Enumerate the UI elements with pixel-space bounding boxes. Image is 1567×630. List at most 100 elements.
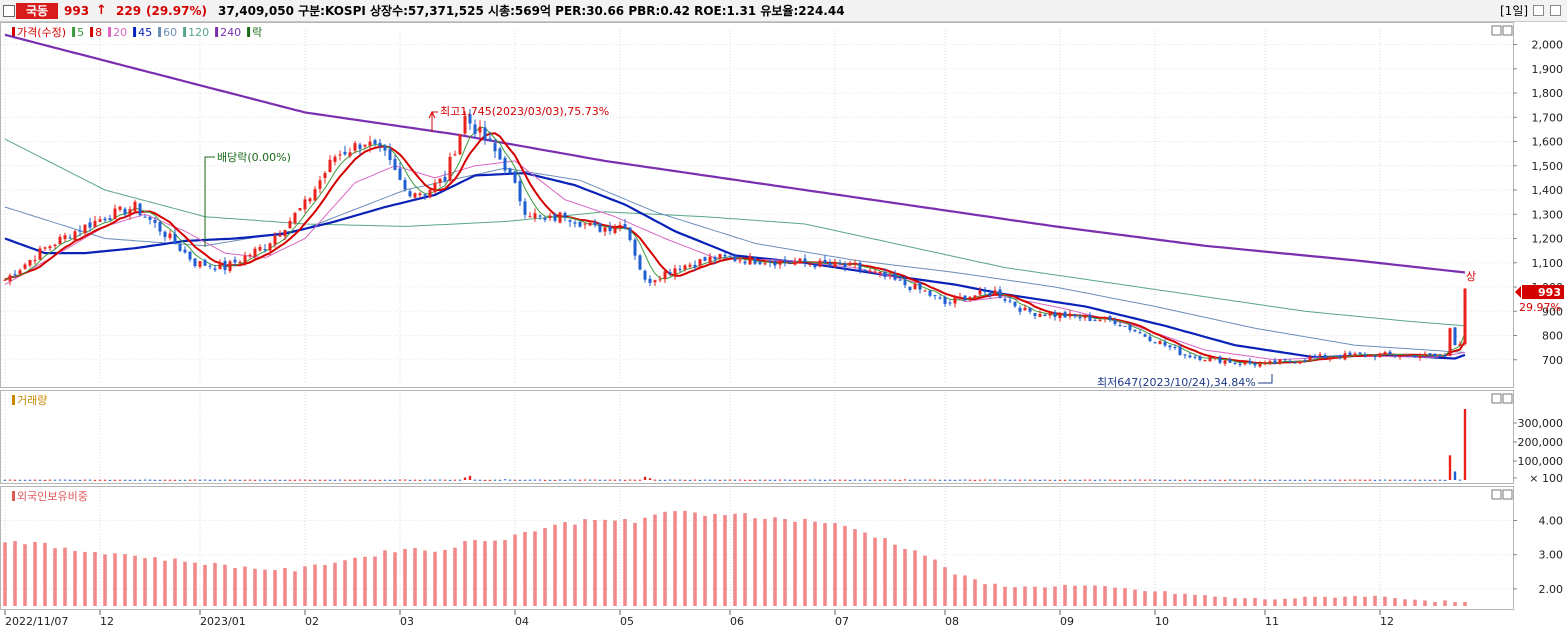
- foreign-ratio-bar: [1293, 598, 1297, 606]
- volume-close-icon[interactable]: [1502, 393, 1513, 404]
- volume-bar: [1038, 479, 1042, 481]
- candle-body: [403, 179, 407, 190]
- volume-bar: [343, 479, 347, 481]
- foreign-ratio-bar: [683, 510, 687, 606]
- volume-bar: [1363, 479, 1367, 481]
- candle-body: [248, 254, 252, 256]
- x-tick-label: 08: [945, 615, 959, 628]
- volume-bar: [978, 479, 982, 481]
- volume-bar: [1028, 479, 1032, 481]
- candle-body: [978, 290, 982, 295]
- candle-body: [983, 290, 987, 293]
- candle-body: [928, 290, 932, 296]
- volume-bar: [1168, 479, 1172, 481]
- candle-body: [1038, 313, 1042, 317]
- volume-bar: [1353, 479, 1357, 481]
- candle-body: [1273, 360, 1277, 364]
- volume-bar: [1103, 479, 1107, 481]
- panel-close-icon[interactable]: [1502, 25, 1513, 36]
- volume-panel-frame: [0, 390, 1514, 484]
- foreign-ratio-bar: [1243, 598, 1247, 606]
- stock-chart[interactable]: 가격(수정) 5 8 20 45 60 120 240 락 거래량 외국인보유비중 700 800…: [0, 22, 1567, 630]
- volume-bar: [258, 479, 262, 481]
- maximize-icon[interactable]: [1550, 5, 1561, 16]
- foreign-ratio-bar: [1413, 599, 1417, 606]
- volume-bar: [438, 479, 442, 481]
- candle-body: [448, 156, 452, 181]
- foreign-collapse-icon[interactable]: [1491, 489, 1502, 500]
- volume-bar: [623, 479, 627, 481]
- volume-bar: [1318, 479, 1322, 481]
- volume-bar: [598, 479, 602, 481]
- candle-body: [48, 246, 52, 249]
- candle-body: [1053, 312, 1057, 317]
- foreign-ratio-bar: [703, 515, 707, 606]
- foreign-panel-frame: [0, 486, 1514, 610]
- candle-body: [293, 212, 297, 224]
- ex-dividend-marker: 배당락(0.00%): [204, 151, 291, 247]
- volume-bar: [593, 479, 597, 481]
- current-price: 993: [64, 4, 90, 18]
- foreign-ratio-bar: [693, 512, 697, 606]
- volume-bar: [1448, 455, 1452, 480]
- candle-body: [733, 256, 737, 262]
- price-tick-label: 1,500: [1532, 160, 1564, 173]
- foreign-ratio-bar: [1443, 600, 1447, 606]
- candle-body: [998, 289, 1002, 298]
- volume-bar: [1263, 479, 1267, 481]
- volume-bar: [103, 479, 107, 481]
- candle-body: [373, 140, 377, 145]
- volume-bar: [843, 479, 847, 481]
- volume-bar: [1198, 479, 1202, 481]
- volume-bar: [1463, 408, 1467, 480]
- foreign-ratio-bar: [843, 525, 847, 606]
- volume-bar: [108, 479, 112, 481]
- volume-bars: [3, 408, 1467, 481]
- stock-name-badge[interactable]: 국동: [16, 3, 58, 19]
- volume-bar: [183, 479, 187, 481]
- volume-bar: [1098, 479, 1102, 481]
- foreign-ratio-bar: [653, 514, 657, 606]
- volume-bar: [613, 479, 617, 481]
- candle-body: [363, 144, 367, 147]
- foreign-ratio-bar: [513, 534, 517, 606]
- volume-bar: [688, 479, 692, 481]
- candle-body: [1023, 307, 1027, 311]
- volume-bar: [478, 479, 482, 481]
- candle-body: [498, 148, 502, 160]
- price-panel-frame: [0, 22, 1514, 388]
- candle-body: [1098, 320, 1102, 322]
- volume-bar: [1388, 479, 1392, 481]
- volume-bar: [73, 479, 77, 481]
- period-selector[interactable]: [1일]: [1500, 4, 1529, 18]
- candle-body: [613, 227, 617, 233]
- volume-collapse-icon[interactable]: [1491, 393, 1502, 404]
- upper-limit-marker: 상: [1466, 270, 1476, 283]
- select-checkbox[interactable]: [3, 5, 15, 17]
- price-tick-label: 1,400: [1532, 184, 1564, 197]
- volume-bar: [743, 479, 747, 481]
- volume-bar: [218, 479, 222, 481]
- candle-body: [538, 215, 542, 217]
- volume-bar: [298, 479, 302, 481]
- foreign-ratio-bar: [473, 540, 477, 606]
- candle-body: [198, 261, 202, 267]
- candle-body: [1443, 355, 1447, 357]
- foreign-close-icon[interactable]: [1502, 489, 1513, 500]
- candle-body: [948, 302, 952, 304]
- foreign-ratio-bar: [373, 556, 377, 606]
- candle-body: [698, 259, 702, 266]
- candle-body: [848, 262, 852, 266]
- panel-collapse-icon[interactable]: [1491, 25, 1502, 36]
- foreign-ratio-bar: [1203, 595, 1207, 606]
- volume-bar: [1458, 479, 1462, 481]
- legend-item-1: 5: [77, 26, 84, 39]
- volume-bar: [1203, 479, 1207, 481]
- volume-bar: [513, 479, 517, 481]
- candle-body: [553, 214, 557, 221]
- foreign-ratio-bar: [83, 551, 87, 606]
- candle-body: [178, 243, 182, 251]
- volume-bar: [463, 477, 467, 480]
- minimize-icon[interactable]: [1533, 5, 1544, 16]
- candle-body: [1378, 353, 1382, 358]
